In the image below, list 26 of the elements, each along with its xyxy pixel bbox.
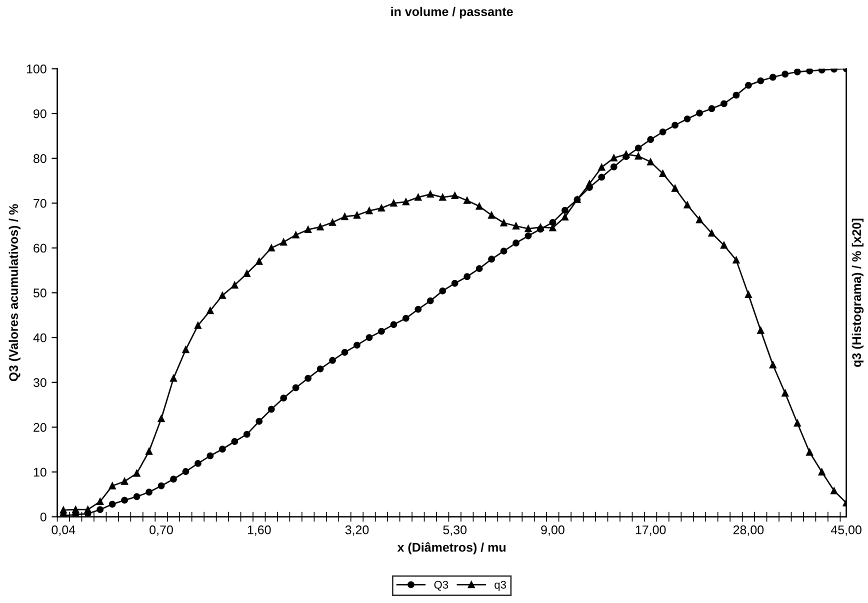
y-tick-label: 10 [34,468,46,477]
y-axis-title: Q3 (Valores acumulativos) / % [8,204,20,382]
x-tick-label: 45,00 [830,525,862,536]
x-tick-label: 0,04 [52,525,76,536]
legend-label: q3 [494,580,506,591]
y-tick-label: 60 [34,244,46,253]
y-tick-label: 90 [34,109,46,118]
y-tick-label: 70 [34,198,46,208]
x-tick-label: 9,00 [541,525,564,536]
chart-title: in volume / passante [391,6,513,19]
y-tick-label: 40 [33,333,46,342]
x-tick-label: 1,60 [248,525,271,536]
y-tick-label: 30 [33,378,46,388]
legend-label: Q3 [434,580,448,591]
x-tick-label: 5,30 [443,525,467,536]
x-tick-label: 28,00 [733,525,764,536]
y-tick-label: 20 [34,422,46,432]
x-axis-title: x (Diâmetros) / mu [397,542,506,554]
x-tick-label: 17,00 [636,525,666,536]
x-tick-label: 3,20 [345,525,369,536]
y-tick-label: 100 [26,64,46,74]
y-tick-label: 50 [33,288,46,298]
x-tick-label: 0,70 [150,525,173,536]
y2-axis-title: q3 (Histograma) / % [x20] [852,218,864,367]
y-tick-label: 80 [34,154,46,163]
y-tick-label: 0 [40,512,46,522]
